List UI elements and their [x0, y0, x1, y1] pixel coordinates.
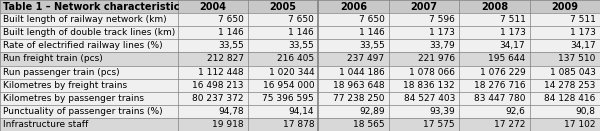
Text: 1 146: 1 146 [289, 28, 314, 37]
Text: 137 510: 137 510 [559, 54, 596, 63]
Text: 1 112 448: 1 112 448 [198, 68, 244, 77]
Text: 1 146: 1 146 [218, 28, 244, 37]
Text: 16 498 213: 16 498 213 [192, 81, 244, 90]
Text: Kilometres by passenger trains: Kilometres by passenger trains [3, 94, 144, 103]
Text: 17 272: 17 272 [494, 120, 526, 129]
Text: Punctuality of passenger trains (%): Punctuality of passenger trains (%) [3, 107, 163, 116]
Text: Kilometres by freight trains: Kilometres by freight trains [3, 81, 127, 90]
Bar [0, 39, 600, 52]
Text: 7 596: 7 596 [429, 15, 455, 24]
Text: 34,17: 34,17 [570, 41, 596, 50]
Text: 1 173: 1 173 [570, 28, 596, 37]
Text: 1 173: 1 173 [429, 28, 455, 37]
Text: 2009: 2009 [551, 2, 578, 12]
Bar [0, 118, 600, 131]
Text: 33,55: 33,55 [218, 41, 244, 50]
Text: 93,39: 93,39 [429, 107, 455, 116]
Bar [0, 79, 600, 92]
Text: Infrastructure staff: Infrastructure staff [3, 120, 88, 129]
Text: 216 405: 216 405 [277, 54, 314, 63]
Text: 75 396 595: 75 396 595 [262, 94, 314, 103]
Text: 18 276 716: 18 276 716 [474, 81, 526, 90]
Text: 195 644: 195 644 [488, 54, 526, 63]
Text: Built length of double track lines (km): Built length of double track lines (km) [3, 28, 175, 37]
Text: 92,89: 92,89 [359, 107, 385, 116]
Text: 83 447 780: 83 447 780 [474, 94, 526, 103]
Text: 17 575: 17 575 [424, 120, 455, 129]
Text: 19 918: 19 918 [212, 120, 244, 129]
Text: 17 878: 17 878 [283, 120, 314, 129]
Bar [0, 52, 600, 66]
Text: 1 076 229: 1 076 229 [479, 68, 526, 77]
Text: 94,14: 94,14 [289, 107, 314, 116]
Text: 17 102: 17 102 [564, 120, 596, 129]
Text: Built length of railway network (km): Built length of railway network (km) [3, 15, 167, 24]
Text: 1 044 186: 1 044 186 [339, 68, 385, 77]
Text: 7 650: 7 650 [288, 15, 314, 24]
Bar [0, 26, 600, 39]
Text: 221 976: 221 976 [418, 54, 455, 63]
Text: 18 836 132: 18 836 132 [403, 81, 455, 90]
Text: 77 238 250: 77 238 250 [333, 94, 385, 103]
Text: 90,8: 90,8 [576, 107, 596, 116]
Text: 2005: 2005 [269, 2, 296, 12]
Text: 18 963 648: 18 963 648 [333, 81, 385, 90]
Text: 14 278 253: 14 278 253 [544, 81, 596, 90]
Text: 2006: 2006 [340, 2, 367, 12]
Text: 7 511: 7 511 [500, 15, 526, 24]
Bar [0, 105, 600, 118]
Text: 16 954 000: 16 954 000 [263, 81, 314, 90]
Text: 33,79: 33,79 [429, 41, 455, 50]
Text: Table 1 – Network characteristic: Table 1 – Network characteristic [3, 2, 179, 12]
Text: 2007: 2007 [410, 2, 437, 12]
Text: 1 146: 1 146 [359, 28, 385, 37]
Text: Rate of electrified railway lines (%): Rate of electrified railway lines (%) [3, 41, 163, 50]
Bar [0, 92, 600, 105]
Text: 80 237 372: 80 237 372 [192, 94, 244, 103]
Text: 33,55: 33,55 [359, 41, 385, 50]
Text: 84 128 416: 84 128 416 [544, 94, 596, 103]
Bar [0, 13, 600, 26]
Text: 92,6: 92,6 [506, 107, 526, 116]
Text: 2008: 2008 [481, 2, 508, 12]
Text: 33,55: 33,55 [289, 41, 314, 50]
Text: 212 827: 212 827 [207, 54, 244, 63]
Text: 7 650: 7 650 [218, 15, 244, 24]
Text: 84 527 403: 84 527 403 [404, 94, 455, 103]
Text: 7 511: 7 511 [570, 15, 596, 24]
Text: Run freight train (pcs): Run freight train (pcs) [3, 54, 103, 63]
Text: 94,78: 94,78 [218, 107, 244, 116]
Text: 2004: 2004 [199, 2, 226, 12]
Text: 237 497: 237 497 [347, 54, 385, 63]
Text: 1 173: 1 173 [500, 28, 526, 37]
Text: Run passenger train (pcs): Run passenger train (pcs) [3, 68, 119, 77]
Text: 1 020 344: 1 020 344 [269, 68, 314, 77]
Text: 1 078 066: 1 078 066 [409, 68, 455, 77]
Text: 7 650: 7 650 [359, 15, 385, 24]
Text: 1 085 043: 1 085 043 [550, 68, 596, 77]
Bar [0, 66, 600, 79]
Bar [0, 0, 600, 13]
Text: 18 565: 18 565 [353, 120, 385, 129]
Text: 34,17: 34,17 [500, 41, 526, 50]
